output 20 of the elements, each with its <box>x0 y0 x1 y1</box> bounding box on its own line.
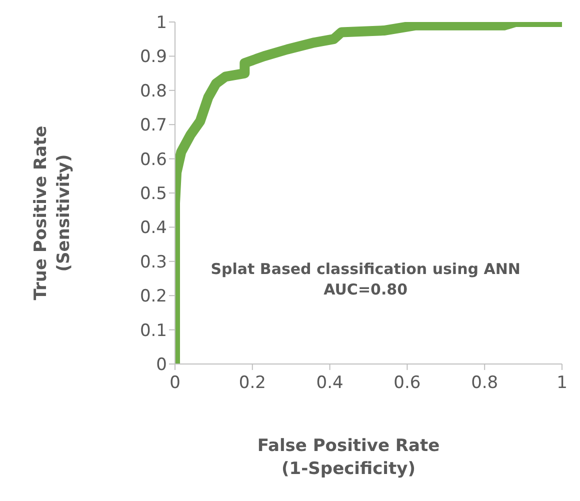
x-tick-label: 1 <box>556 373 568 394</box>
y-tick-label: 0.8 <box>140 81 167 102</box>
y-tick-label: 0.5 <box>140 184 167 204</box>
y-tick-label: 0.7 <box>140 116 167 136</box>
y-tick-label: 0 <box>156 355 167 376</box>
y-tick-label: 0.9 <box>140 47 167 68</box>
y-tick-label: 0.6 <box>140 150 167 170</box>
x-tick-label: 0.4 <box>316 373 344 394</box>
y-tick-label: 0.3 <box>140 252 167 272</box>
x-tick-label: 0.2 <box>238 373 266 394</box>
annotation: Splat Based classification using ANN AUC=0.80 <box>210 260 520 298</box>
y-tick-label: 0.4 <box>140 218 167 238</box>
y-axis-title: True Positive Rate (Sensitivity) <box>31 126 74 300</box>
y-tick-label: 0.2 <box>140 286 167 307</box>
x-tick-label: 0.6 <box>394 373 421 394</box>
y-tick-label: 1 <box>156 13 167 34</box>
x-tick-label: 0 <box>170 373 180 394</box>
x-tick-label: 0.8 <box>471 373 498 394</box>
x-axis-title: False Positive Rate (1-Specificity) <box>257 436 440 479</box>
y-tick-label: 0.1 <box>140 320 167 341</box>
